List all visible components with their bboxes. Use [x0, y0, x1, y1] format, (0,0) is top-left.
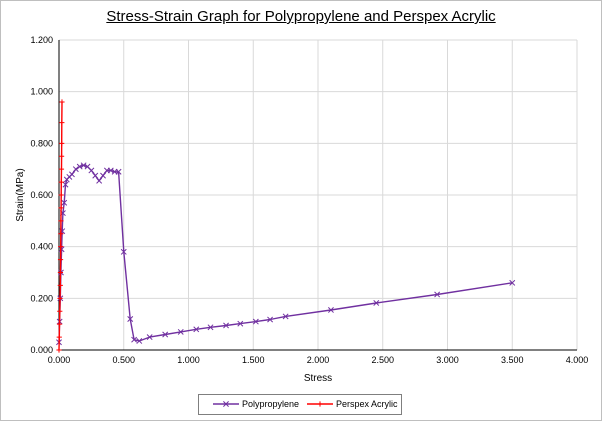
- data-point-perspex-acrylic: [58, 192, 64, 198]
- x-tick-label: 1.000: [177, 355, 200, 365]
- data-point-perspex-acrylic: [57, 282, 63, 289]
- data-point-polypropylene: [61, 199, 68, 206]
- data-point-polypropylene: [223, 322, 230, 329]
- x-tick-labels: 0.000 0.500 1.000 1.500 2.000 2.500 3.000 3.500…: [48, 355, 589, 365]
- data-point-polypropylene: [237, 320, 244, 327]
- data-point-perspex-acrylic: [59, 140, 65, 146]
- series-line-polypropylene: [58, 164, 513, 343]
- data-point-polypropylene: [373, 300, 380, 306]
- data-point-polypropylene: [136, 338, 143, 344]
- data-point-polypropylene: [58, 246, 65, 253]
- data-point-polypropylene: [72, 166, 79, 173]
- y-tick-label: 0.400: [30, 242, 53, 252]
- x-tick-label: 4.000: [566, 355, 589, 365]
- data-point-polypropylene: [76, 163, 83, 170]
- legend-swatch-perspex-acrylic: [307, 401, 333, 407]
- y-tick-labels: 0.000 0.200 0.400 0.600 0.800 1.000 1.200: [30, 35, 53, 355]
- data-point-perspex-acrylic: [56, 321, 63, 327]
- data-point-polypropylene: [96, 177, 103, 184]
- data-point-polypropylene: [434, 291, 441, 298]
- data-point-perspex-acrylic: [57, 269, 64, 276]
- data-point-polypropylene: [100, 172, 106, 179]
- y-axis-label: Strain(MPa): [15, 168, 26, 221]
- x-tick-label: 0.000: [48, 355, 71, 365]
- legend-item-perspex-acrylic: Perspex Acrylic: [307, 398, 398, 410]
- y-tick-label: 0.200: [30, 293, 53, 303]
- data-point-polypropylene: [131, 336, 138, 343]
- data-point-perspex-acrylic: [58, 205, 64, 211]
- legend-marker-polypropylene: [223, 401, 229, 407]
- data-point-perspex-acrylic: [57, 308, 63, 314]
- data-point-polypropylene: [282, 313, 289, 320]
- data-point-polypropylene: [107, 167, 114, 174]
- y-tick-label: 0.000: [30, 345, 53, 355]
- data-point-polypropylene: [92, 172, 99, 179]
- data-point-perspex-acrylic: [58, 153, 65, 159]
- legend-label-perspex-acrylic: Perspex Acrylic: [336, 399, 398, 409]
- y-tick-label: 0.800: [30, 138, 53, 148]
- y-tick-label: 1.200: [30, 35, 53, 45]
- gridlines: [59, 39, 578, 350]
- x-tick-label: 0.500: [112, 355, 135, 365]
- data-point-polypropylene: [80, 162, 87, 169]
- data-point-polypropylene: [267, 316, 274, 323]
- data-point-polypropylene: [252, 318, 259, 325]
- chart-title: Stress-Strain Graph for Polypropylene an…: [106, 8, 496, 25]
- series-polypropylene: [56, 162, 516, 346]
- data-point-polypropylene: [509, 279, 516, 286]
- data-point-polypropylene: [146, 334, 153, 341]
- data-point-perspex-acrylic: [58, 244, 64, 250]
- data-point-perspex-acrylic: [56, 334, 62, 340]
- series-perspex-acrylic: [56, 99, 65, 353]
- data-point-polypropylene: [88, 167, 95, 174]
- legend-label-polypropylene: Polypropylene: [242, 399, 300, 409]
- x-tick-label: 2.000: [307, 355, 330, 365]
- data-point-perspex-acrylic: [59, 120, 65, 126]
- x-tick-label: 3.000: [436, 355, 459, 365]
- legend-marker-perspex-acrylic: [317, 401, 323, 407]
- data-point-perspex-acrylic: [57, 295, 63, 301]
- data-point-polypropylene: [115, 168, 122, 175]
- data-point-perspex-acrylic: [57, 256, 64, 263]
- series-layer: [56, 99, 516, 353]
- data-point-perspex-acrylic: [58, 231, 64, 237]
- data-point-polypropylene: [68, 171, 75, 178]
- x-tick-label: 2.500: [371, 355, 394, 365]
- data-point-polypropylene: [120, 248, 127, 255]
- y-tick-label: 0.600: [30, 190, 53, 200]
- data-point-perspex-acrylic: [56, 347, 62, 353]
- legend-item-polypropylene: Polypropylene: [213, 398, 299, 410]
- data-point-polypropylene: [327, 307, 334, 313]
- data-point-polypropylene: [193, 326, 200, 333]
- x-axis-label: Stress: [304, 373, 332, 384]
- data-point-polypropylene: [207, 324, 214, 331]
- data-point-polypropylene: [62, 181, 69, 188]
- data-point-polypropylene: [127, 316, 134, 322]
- data-point-perspex-acrylic: [58, 218, 64, 224]
- data-point-perspex-acrylic: [58, 166, 65, 172]
- data-point-perspex-acrylic: [59, 99, 65, 105]
- legend: Polypropylene Perspex Acrylic: [198, 394, 402, 415]
- y-tick-label: 1.000: [30, 87, 53, 97]
- x-tick-label: 3.500: [501, 355, 524, 365]
- data-point-polypropylene: [162, 331, 169, 338]
- data-point-perspex-acrylic: [58, 179, 64, 185]
- x-tick-label: 1.500: [242, 355, 265, 365]
- legend-swatch-polypropylene: [213, 401, 239, 407]
- data-point-polypropylene: [177, 328, 184, 335]
